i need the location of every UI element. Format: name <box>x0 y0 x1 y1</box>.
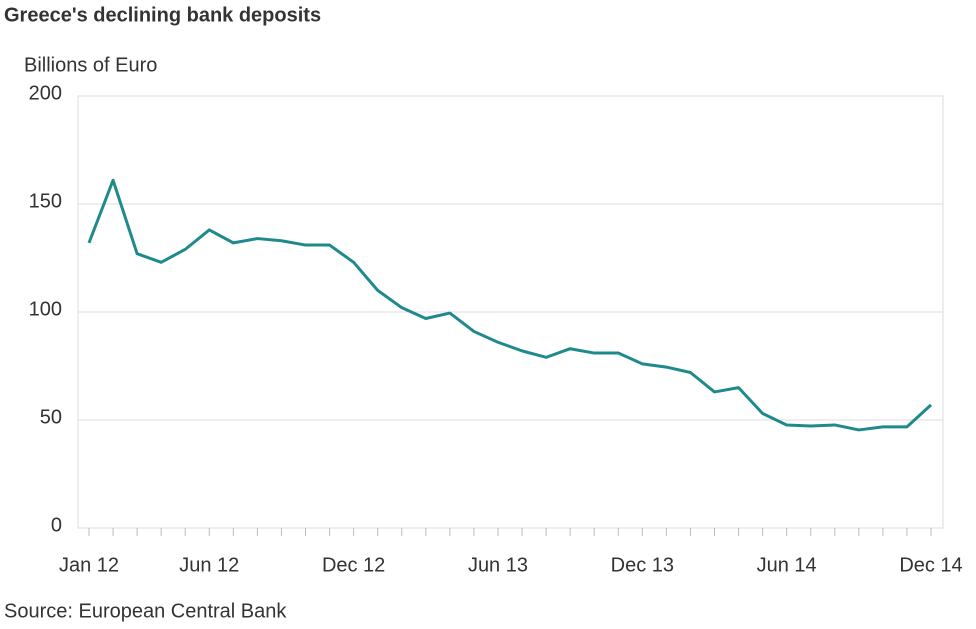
x-tick-label: Jan 12 <box>59 554 119 576</box>
x-tick-label: Jun 13 <box>468 554 528 576</box>
x-tick-label: Dec 12 <box>322 554 385 576</box>
y-tick-label: 150 <box>29 190 62 212</box>
y-tick-label: 100 <box>29 298 62 320</box>
y-tick-label: 200 <box>29 82 62 104</box>
x-tick-label: Dec 14 <box>899 554 962 576</box>
x-tick-label: Jun 12 <box>179 554 239 576</box>
y-axis-label: Billions of Euro <box>24 54 157 76</box>
y-tick-label: 50 <box>40 406 62 428</box>
x-tick-label: Jun 14 <box>757 554 817 576</box>
chart-title: Greece's declining bank deposits <box>4 4 321 26</box>
y-tick-label: 0 <box>51 514 62 536</box>
data-line <box>87 178 933 432</box>
source: Source: European Central Bank <box>4 600 287 622</box>
x-tick-label: Dec 13 <box>611 554 674 576</box>
